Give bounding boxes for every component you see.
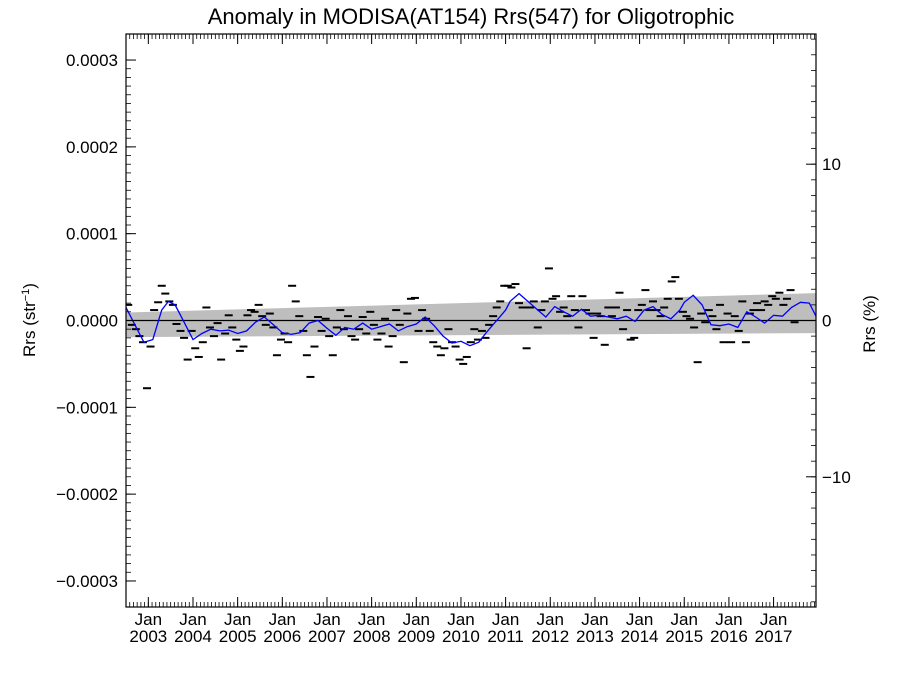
- x-tick-label-year: 2010: [442, 627, 480, 646]
- x-tick-label-month: Jan: [135, 610, 162, 629]
- plot-frame: [125, 33, 817, 608]
- x-tick-label-year: 2011: [487, 627, 524, 646]
- x-tick-label-year: 2007: [308, 627, 346, 646]
- x-tick-label-year: 2016: [710, 627, 748, 646]
- y2-axis-label: Rrs (%): [860, 295, 879, 353]
- y2-tick-label: 10: [822, 155, 841, 174]
- x-tick-label-year: 2017: [755, 627, 793, 646]
- y2-tick-label: −10: [822, 468, 851, 487]
- running-mean-line: [126, 292, 816, 347]
- x-tick-label-year: 2005: [219, 627, 257, 646]
- x-tick-label-month: Jan: [671, 610, 698, 629]
- x-tick-label-month: Jan: [447, 610, 474, 629]
- x-tick-label-month: Jan: [224, 610, 251, 629]
- x-tick-label-year: 2014: [621, 627, 659, 646]
- x-tick-label-month: Jan: [492, 610, 519, 629]
- y-tick-label: 0.0000: [66, 312, 118, 331]
- y-tick-label: −0.0003: [56, 572, 118, 591]
- y-tick-label: 0.0003: [66, 51, 118, 70]
- x-tick-label-year: 2012: [531, 627, 569, 646]
- y-tick-label: −0.0001: [56, 398, 118, 417]
- x-tick-label-month: Jan: [269, 610, 296, 629]
- axes: 0.0003 0.0002 0.0001 0.0000 −0.0001 −0.0002 −0…: [56, 34, 851, 646]
- y-tick-label: −0.0002: [56, 485, 118, 504]
- x-tick-label-month: Jan: [358, 610, 385, 629]
- x-tick-label-year: 2008: [353, 627, 391, 646]
- y2-tick-label: 0: [822, 312, 831, 331]
- x-tick-label-month: Jan: [626, 610, 653, 629]
- x-tick-label-month: Jan: [715, 610, 742, 629]
- y-tick-label: 0.0001: [66, 225, 118, 244]
- x-tick-label-year: 2003: [129, 627, 167, 646]
- chart-title: Anomaly in MODISA(AT154) Rrs(547) for Ol…: [208, 4, 735, 29]
- x-tick-label-year: 2004: [174, 627, 212, 646]
- y-axis-label-superscript: −1: [20, 289, 32, 302]
- x-tick-label-month: Jan: [313, 610, 340, 629]
- y-axis-label: Rrs (str−1): [20, 283, 39, 357]
- y-axis-label-close: ): [20, 283, 39, 289]
- x-tick-label-year: 2015: [665, 627, 703, 646]
- x-tick-label-year: 2013: [576, 627, 614, 646]
- x-tick-label-month: Jan: [581, 610, 608, 629]
- x-tick-label-year: 2009: [397, 627, 435, 646]
- x-tick-label-month: Jan: [179, 610, 206, 629]
- x-tick-label-month: Jan: [537, 610, 564, 629]
- y-tick-label: 0.0002: [66, 138, 118, 157]
- x-tick-label-month: Jan: [403, 610, 430, 629]
- x-tick-label-year: 2006: [263, 627, 301, 646]
- x-tick-label-month: Jan: [760, 610, 787, 629]
- plot-area: [126, 267, 816, 390]
- y-axis-label-text: Rrs (str: [20, 301, 39, 357]
